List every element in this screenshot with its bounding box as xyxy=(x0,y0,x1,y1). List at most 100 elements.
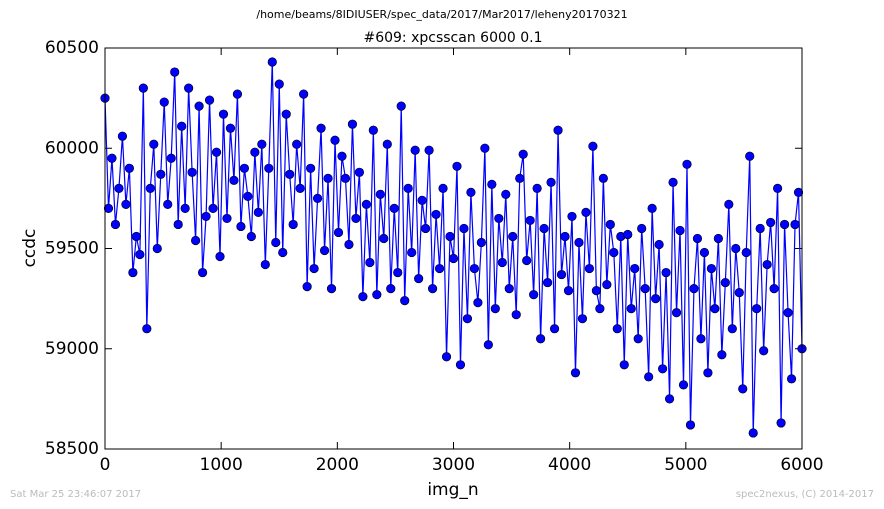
data-point xyxy=(497,257,507,268)
data-point xyxy=(793,187,804,197)
data-point xyxy=(755,223,765,234)
data-point xyxy=(191,235,201,246)
x-tick-label: 5000 xyxy=(664,455,707,475)
footer-right: spec2nexus, (C) 2014-2017 xyxy=(736,489,874,500)
data-point xyxy=(299,89,309,99)
data-point xyxy=(177,121,187,131)
data-point xyxy=(445,231,455,242)
data-point xyxy=(542,277,553,288)
data-point xyxy=(103,203,114,213)
data-point xyxy=(605,219,615,230)
data-point xyxy=(264,163,274,173)
data-point xyxy=(584,263,595,274)
data-point xyxy=(427,284,438,294)
data-point xyxy=(769,284,779,294)
data-point xyxy=(121,199,131,209)
data-point xyxy=(434,263,445,274)
data-point xyxy=(609,247,619,258)
data-point xyxy=(598,173,608,183)
data-point xyxy=(281,109,291,119)
data-point xyxy=(431,209,441,220)
data-point xyxy=(107,153,117,163)
data-point xyxy=(379,233,389,244)
data-point xyxy=(779,219,790,230)
data-point xyxy=(253,207,263,218)
data-point xyxy=(124,163,134,173)
data-point xyxy=(682,159,692,169)
data-point xyxy=(344,239,354,250)
data-point xyxy=(180,203,190,213)
chart-title: #609: xpcsscan 6000 0.1 xyxy=(363,30,542,46)
data-point xyxy=(560,231,570,242)
data-point xyxy=(563,286,574,296)
data-point xyxy=(110,219,121,230)
data-point xyxy=(466,187,476,197)
data-point xyxy=(204,95,215,105)
data-point xyxy=(166,153,176,163)
data-point xyxy=(508,231,518,242)
data-point xyxy=(567,211,577,222)
data-point xyxy=(358,292,368,302)
data-point xyxy=(525,215,535,226)
data-point xyxy=(340,173,351,183)
data-point xyxy=(295,183,305,193)
data-point xyxy=(156,169,166,179)
data-point xyxy=(393,267,403,278)
data-point xyxy=(741,247,751,258)
data-point xyxy=(626,304,636,314)
footer-left: Sat Mar 25 23:46:07 2017 xyxy=(10,489,141,500)
data-point xyxy=(619,360,629,370)
data-point xyxy=(696,334,706,344)
data-point xyxy=(717,350,727,360)
data-point xyxy=(170,67,180,77)
y-tick-label: 60000 xyxy=(45,138,99,158)
data-point xyxy=(591,286,601,296)
data-point xyxy=(664,394,675,404)
data-point xyxy=(654,239,664,250)
data-point xyxy=(759,346,769,356)
data-point xyxy=(462,314,473,324)
data-point xyxy=(274,79,284,89)
data-point xyxy=(389,203,399,213)
data-point xyxy=(232,89,243,99)
data-point xyxy=(612,324,622,334)
data-point xyxy=(515,173,525,183)
data-point xyxy=(731,243,741,254)
data-point xyxy=(375,189,385,199)
data-point xyxy=(267,57,277,67)
data-point xyxy=(403,183,413,193)
data-point xyxy=(556,269,567,280)
data-point xyxy=(490,304,500,314)
data-point xyxy=(145,183,155,193)
data-point xyxy=(225,123,236,133)
data-point xyxy=(703,368,713,378)
data-point xyxy=(197,267,208,278)
data-point xyxy=(623,229,633,240)
data-point xyxy=(501,189,511,199)
data-point xyxy=(657,364,668,374)
data-point xyxy=(215,251,225,262)
data-point xyxy=(776,418,786,428)
data-point xyxy=(386,284,396,294)
data-point xyxy=(302,281,312,292)
data-point xyxy=(407,247,417,258)
plot-frame xyxy=(104,47,803,450)
data-point xyxy=(410,145,420,155)
data-point xyxy=(752,304,762,314)
data-point xyxy=(330,135,340,145)
data-point xyxy=(229,175,239,185)
data-point xyxy=(581,207,591,218)
data-point xyxy=(671,308,682,318)
data-point xyxy=(361,199,371,209)
data-point xyxy=(351,213,361,224)
data-point xyxy=(292,139,302,149)
data-point xyxy=(448,253,459,264)
data-point xyxy=(365,257,375,268)
data-point xyxy=(149,139,159,149)
data-point xyxy=(630,263,640,274)
data-point xyxy=(142,324,152,334)
data-point xyxy=(588,141,598,151)
data-point xyxy=(306,163,316,173)
data-point xyxy=(128,267,138,278)
data-point xyxy=(668,177,678,187)
